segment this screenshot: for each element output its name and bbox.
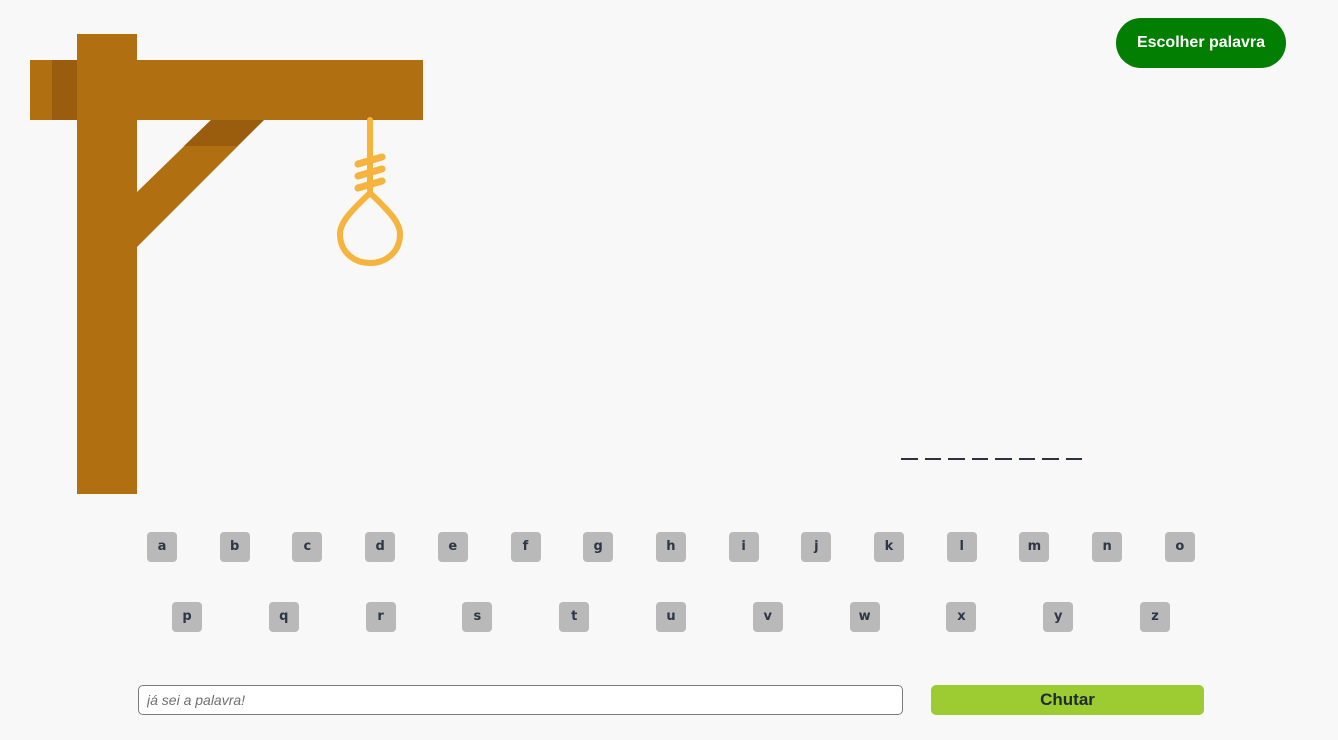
letter-key-p[interactable]: p [172,602,202,632]
letter-key-y[interactable]: y [1043,602,1074,632]
gallows-beam [30,60,423,120]
letter-key-z[interactable]: z [1140,602,1170,632]
letter-key-i[interactable]: i [728,532,759,562]
gallows-brace [137,120,264,247]
letter-key-l[interactable]: l [946,532,977,562]
choose-word-button[interactable]: Escolher palavra [1116,18,1286,68]
guess-word-input[interactable] [138,685,903,715]
letter-key-o[interactable]: o [1164,532,1195,562]
letter-slot [1018,441,1035,460]
letter-key-c[interactable]: c [292,532,323,562]
letter-slot [901,441,918,460]
letter-slot [1042,441,1059,460]
gallows-beam-shadow [52,60,77,120]
letter-key-j[interactable]: j [801,532,832,562]
letter-slot [948,441,965,460]
letter-key-f[interactable]: f [510,532,541,562]
letter-key-b[interactable]: b [219,532,250,562]
letter-key-r[interactable]: r [365,602,396,632]
noose-icon [336,117,404,267]
letter-key-a[interactable]: a [147,532,177,562]
letter-slot [1065,441,1082,460]
guess-button[interactable]: Chutar [931,685,1204,715]
gallows-brace-shadow [184,120,264,146]
letter-key-v[interactable]: v [752,602,783,632]
letter-key-q[interactable]: q [268,602,299,632]
letter-key-e[interactable]: e [437,532,468,562]
letter-key-h[interactable]: h [655,532,686,562]
letter-key-m[interactable]: m [1019,532,1050,562]
letter-key-t[interactable]: t [559,602,590,632]
letter-key-w[interactable]: w [849,602,880,632]
letter-key-n[interactable]: n [1092,532,1123,562]
letter-slot [971,441,988,460]
letter-slot [995,441,1012,460]
gallows-image [30,34,423,494]
letter-key-s[interactable]: s [462,602,493,632]
letter-key-u[interactable]: u [656,602,686,632]
letter-key-k[interactable]: k [874,532,904,562]
letter-key-x[interactable]: x [946,602,977,632]
letter-key-d[interactable]: d [365,532,396,562]
letter-slot [924,441,941,460]
letter-key-g[interactable]: g [583,532,614,562]
word-slots [901,441,1082,460]
